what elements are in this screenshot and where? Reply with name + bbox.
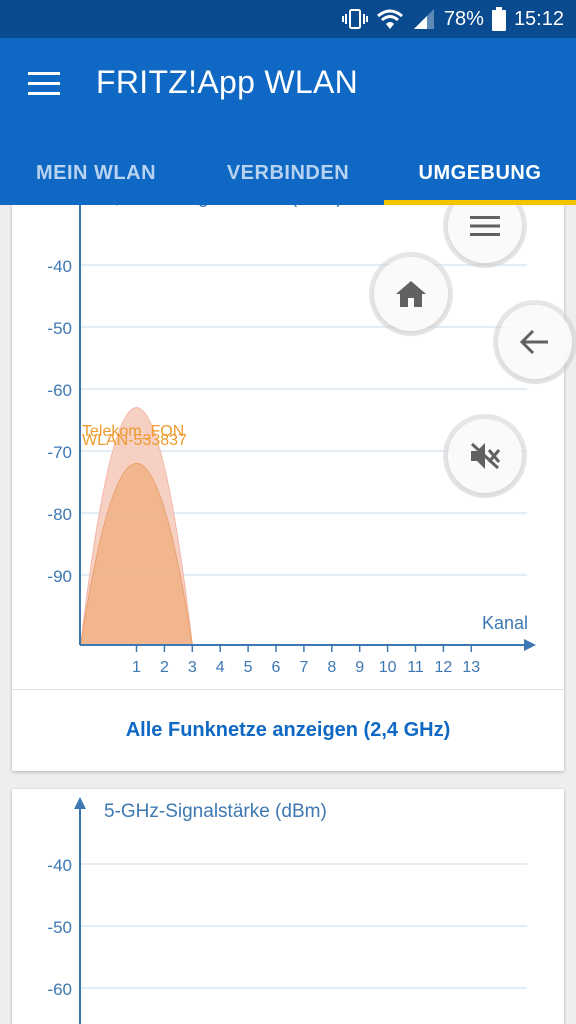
volume-mute-icon (470, 442, 501, 470)
y-tick-label: -60 (47, 381, 72, 400)
nav-menu-button[interactable] (28, 72, 62, 98)
menu-icon (470, 216, 500, 236)
chart-title: 5-GHz-Signalstärke (dBm) (104, 801, 327, 822)
x-axis-label: Kanal (482, 613, 528, 633)
x-tick-label: 11 (407, 659, 424, 676)
clock: 15:12 (513, 7, 564, 30)
app-bar: FRITZ!App WLAN MEIN WLAN VERBINDEN UMGEB… (0, 38, 576, 205)
y-tick-label: -60 (47, 980, 72, 999)
chart-card-5ghz: 5-GHz-Signalstärke (dBm) -40 -50 -60 (12, 789, 564, 1024)
x-tick-label: 13 (462, 659, 480, 676)
series-label: Telekom_FON (82, 423, 184, 440)
x-tick-label: 2 (160, 659, 169, 676)
chart-5ghz: 5-GHz-Signalstärke (dBm) -40 -50 -60 (47, 797, 527, 1024)
y-tick-label: -50 (47, 918, 72, 937)
overlay-home-button[interactable] (374, 257, 448, 331)
x-tick-label: 5 (244, 659, 253, 676)
signal-icon (413, 9, 434, 29)
y-tick-label: -80 (47, 505, 72, 524)
content-area[interactable]: 2,4-GHz-Signalstärke (dBm) -40 -50 -60 -70 -8… (0, 205, 576, 1024)
x-tick-label: 7 (299, 659, 308, 676)
x-tick-label: 3 (188, 659, 197, 676)
chart-title: 2,4-GHz-Signalstärke (dBm) (104, 205, 343, 208)
overlay-back-button[interactable] (498, 305, 572, 379)
vibrate-icon (341, 9, 368, 29)
show-all-networks-24ghz-button[interactable]: Alle Funknetze anzeigen (2,4 GHz) (12, 689, 564, 771)
chart-24ghz: 2,4-GHz-Signalstärke (dBm) -40 -50 -60 -70 -8… (47, 205, 536, 676)
x-tick-label: 8 (327, 659, 336, 676)
tab-verbinden[interactable]: VERBINDEN (226, 161, 350, 184)
y-tick-label: -90 (47, 567, 72, 586)
battery-icon (491, 7, 506, 31)
x-tick-label: 9 (355, 659, 364, 676)
y-axis-arrow (74, 797, 86, 809)
status-bar: 78% 15:12 (0, 0, 576, 38)
y-tick-label: -40 (47, 257, 72, 276)
series-label: WLAN-533837 (82, 432, 187, 449)
tab-mein-wlan[interactable]: MEIN WLAN (35, 161, 157, 184)
signal-area-wlan-533837 (80, 463, 193, 645)
x-tick-label: 4 (216, 659, 225, 676)
x-axis-arrow (524, 639, 536, 651)
overlay-menu-button[interactable] (448, 205, 522, 263)
arrow-back-icon (520, 329, 548, 355)
x-tick-label: 6 (272, 659, 281, 676)
battery-percent: 78% (443, 7, 484, 30)
y-tick-label: -40 (47, 856, 72, 875)
tab-bar: MEIN WLAN VERBINDEN UMGEBUNG (0, 141, 576, 205)
overlay-mute-button[interactable] (448, 419, 522, 493)
y-tick-label: -50 (47, 319, 72, 338)
app-title: FRITZ!App WLAN (96, 64, 359, 100)
tab-umgebung[interactable]: UMGEBUNG (384, 141, 576, 205)
wifi-icon (376, 9, 403, 29)
x-tick-label: 1 (132, 659, 141, 676)
status-icons: 78% 15:12 (341, 0, 564, 38)
home-icon (396, 281, 426, 307)
x-tick-label: 10 (379, 659, 397, 676)
x-tick-label: 12 (435, 659, 453, 676)
y-tick-label: -70 (47, 443, 72, 462)
